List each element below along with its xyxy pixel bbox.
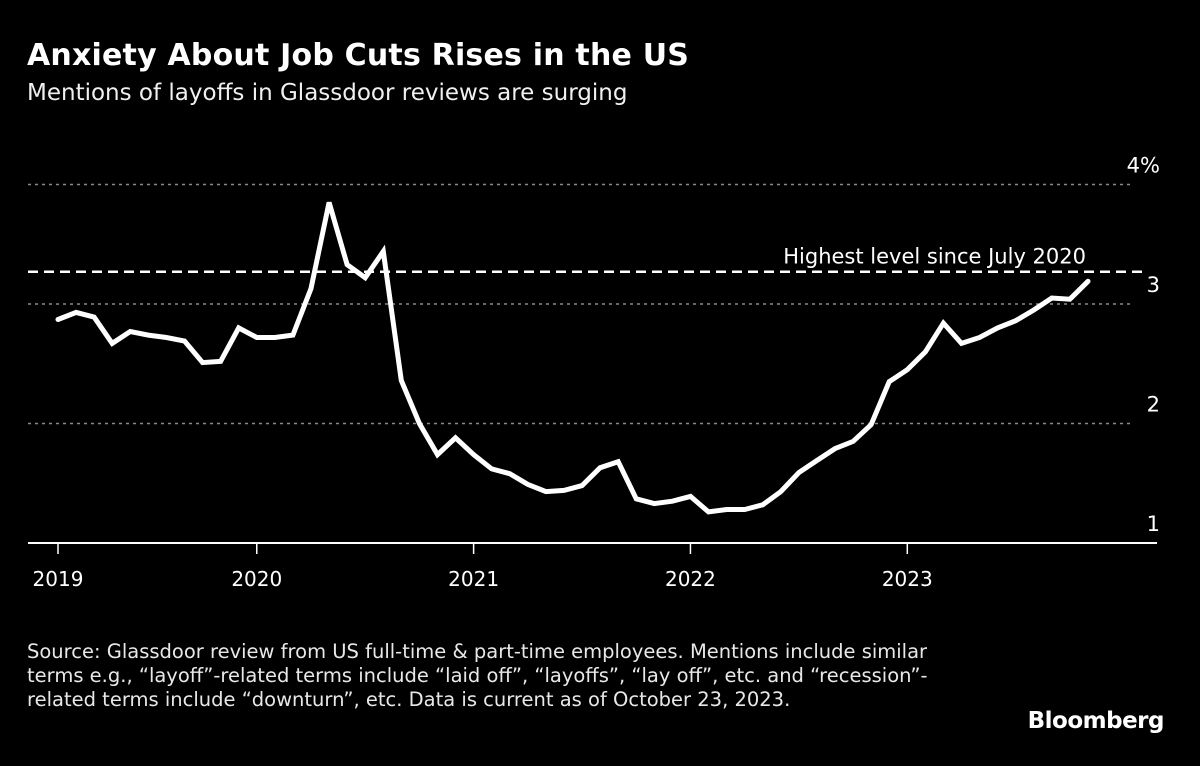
bloomberg-logo: Bloomberg (1027, 708, 1165, 734)
x-tick-label: 2020 (231, 567, 282, 591)
x-tick-label: 2021 (448, 567, 499, 591)
y-tick-label: 4% (1127, 154, 1160, 178)
y-tick-label: 2 (1147, 393, 1160, 417)
x-tick-label: 2023 (882, 567, 933, 591)
series-line (55, 201, 1091, 515)
y-tick-label: 1 (1147, 512, 1160, 536)
chart-subtitle: Mentions of layoffs in Glassdoor reviews… (27, 80, 628, 106)
x-tick-label: 2022 (665, 567, 716, 591)
x-tick-label: 2019 (33, 567, 84, 591)
annotation-label: Highest level since July 2020 (783, 245, 1086, 269)
chart-title: Anxiety About Job Cuts Rises in the US (27, 38, 690, 73)
source-note: Source: Glassdoor review from US full-ti… (27, 640, 928, 711)
y-tick-label: 3 (1147, 273, 1160, 297)
